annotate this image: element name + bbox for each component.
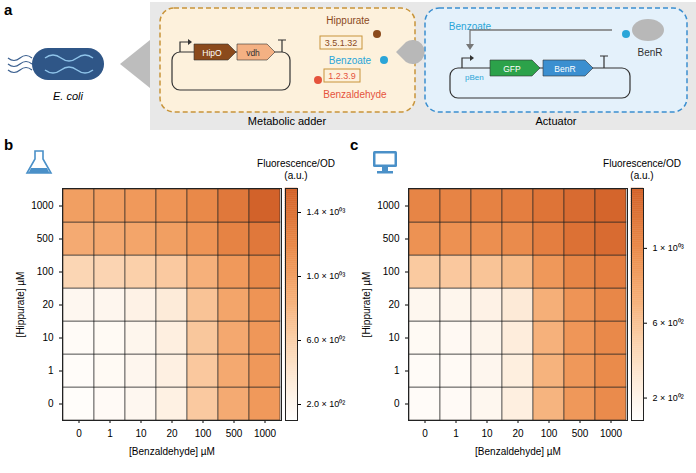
svg-text:500: 500 — [572, 428, 589, 439]
html-text:Fluorescence/OD (a.u.): Fluorescence/OD (a.u.) — [257, 158, 335, 181]
svg-text:6.0 × 10⁰²: 6.0 × 10⁰² — [307, 335, 346, 345]
html-text:c: c — [350, 136, 359, 153]
svg-text:10: 10 — [135, 428, 147, 439]
svg-text:Benzaldehyde: Benzaldehyde — [323, 89, 387, 100]
svg-text:1: 1 — [453, 428, 459, 439]
svg-text:Actuator: Actuator — [536, 115, 577, 127]
svg-text:0: 0 — [394, 398, 400, 409]
svg-text:1000: 1000 — [31, 200, 54, 211]
svg-text:1: 1 — [394, 365, 400, 376]
svg-text:20: 20 — [42, 299, 54, 310]
svg-text:Hippurate: Hippurate — [326, 15, 370, 26]
svg-text:BenR: BenR — [637, 47, 662, 58]
svg-text:500: 500 — [226, 428, 243, 439]
svg-text:1.2.3.9: 1.2.3.9 — [328, 71, 356, 81]
svg-text:20: 20 — [512, 428, 524, 439]
svg-text:6 × 10⁰²: 6 × 10⁰² — [653, 318, 684, 328]
svg-text:100: 100 — [37, 266, 54, 277]
svg-text:2.0 × 10⁰²: 2.0 × 10⁰² — [307, 399, 346, 409]
svg-text:E. coli: E. coli — [53, 90, 84, 102]
svg-text:0: 0 — [422, 428, 428, 439]
svg-text:a: a — [4, 1, 13, 18]
svg-text:100: 100 — [541, 428, 558, 439]
html-text:Fluorescence/OD (a.u.): Fluorescence/OD (a.u.) — [603, 158, 681, 181]
svg-text:pBen: pBen — [465, 73, 484, 82]
svg-text:Benzoate: Benzoate — [448, 21, 492, 32]
svg-text:Benzoate: Benzoate — [329, 55, 372, 66]
svg-text:1.4 × 10⁰³: 1.4 × 10⁰³ — [307, 207, 346, 217]
svg-text:20: 20 — [166, 428, 178, 439]
svg-text:500: 500 — [383, 233, 400, 244]
svg-text:BenR: BenR — [554, 64, 575, 74]
svg-text:[Hippurate] µM: [Hippurate] µM — [15, 272, 26, 338]
svg-text:vdh: vdh — [246, 48, 260, 58]
html-text:b: b — [4, 136, 14, 153]
svg-text:Metabolic adder: Metabolic adder — [248, 115, 327, 127]
svg-text:1 × 10⁰³: 1 × 10⁰³ — [653, 243, 684, 253]
svg-text:10: 10 — [42, 332, 54, 343]
svg-text:1000: 1000 — [600, 428, 623, 439]
svg-text:1: 1 — [107, 428, 113, 439]
svg-text:2 × 10⁰²: 2 × 10⁰² — [653, 393, 684, 403]
svg-text:100: 100 — [383, 266, 400, 277]
svg-text:1.0 × 10⁰³: 1.0 × 10⁰³ — [307, 271, 346, 281]
svg-text:100: 100 — [195, 428, 212, 439]
svg-text:1000: 1000 — [254, 428, 277, 439]
svg-text:10: 10 — [388, 332, 400, 343]
svg-text:0: 0 — [48, 398, 54, 409]
svg-text:10: 10 — [481, 428, 493, 439]
svg-text:0: 0 — [76, 428, 82, 439]
svg-text:GFP: GFP — [503, 64, 521, 74]
svg-text:1000: 1000 — [377, 200, 400, 211]
svg-text:3.5.1.32: 3.5.1.32 — [325, 38, 358, 48]
svg-text:[Benzaldehyde] µM: [Benzaldehyde] µM — [129, 446, 215, 457]
svg-text:1: 1 — [48, 365, 54, 376]
svg-text:HipO: HipO — [202, 48, 222, 58]
svg-text:20: 20 — [388, 299, 400, 310]
svg-text:[Benzaldehyde] µM: [Benzaldehyde] µM — [475, 446, 561, 457]
svg-text:[Hippurate] µM: [Hippurate] µM — [361, 272, 372, 338]
svg-text:500: 500 — [37, 233, 54, 244]
